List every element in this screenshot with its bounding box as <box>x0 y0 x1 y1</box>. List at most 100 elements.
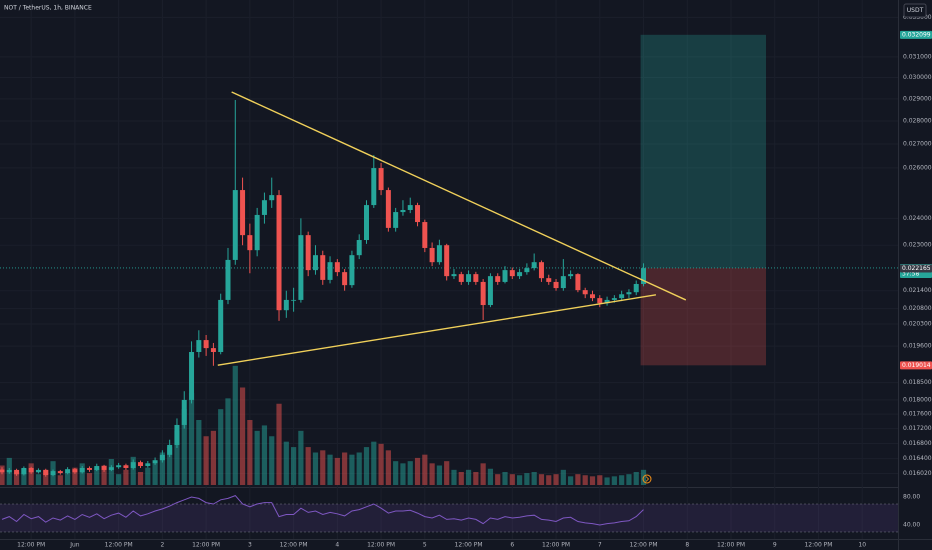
volume-bar <box>342 452 348 485</box>
candle-body <box>130 462 136 468</box>
currency-button[interactable] <box>903 3 927 18</box>
y-tick-label: 0.016800 <box>903 440 932 447</box>
candle-body <box>28 467 34 473</box>
candle-body <box>487 276 493 306</box>
candle-body <box>108 467 114 470</box>
candle-body <box>385 190 391 228</box>
candle-body <box>589 294 595 299</box>
candle-body <box>298 235 304 300</box>
candle-body <box>400 209 406 213</box>
volume-bar <box>94 468 100 485</box>
rsi-tick-label: 40.00 <box>903 521 920 528</box>
rsi-line <box>1 495 644 526</box>
candle-body <box>79 467 85 473</box>
target-zone <box>640 34 766 268</box>
event-icon[interactable] <box>642 474 652 484</box>
candle-body <box>159 454 165 461</box>
candle-body <box>575 274 581 291</box>
candle-body <box>50 471 56 476</box>
stop-zone <box>640 267 766 366</box>
candle-body <box>466 274 472 282</box>
volume-bar <box>0 465 5 485</box>
currency-label[interactable]: USDT <box>907 7 924 14</box>
volume-bar <box>480 463 486 485</box>
volume-bar <box>626 474 632 485</box>
volume-bar <box>356 452 362 485</box>
y-tick-label: 0.017600 <box>903 411 932 418</box>
candle-body <box>174 424 180 445</box>
y-tick-label: 0.019600 <box>903 343 932 350</box>
grid <box>0 0 898 539</box>
volume-bar <box>619 475 625 485</box>
candle-body <box>123 465 129 468</box>
candle-body <box>21 467 27 475</box>
volume-bar <box>283 441 289 485</box>
candle-body <box>0 469 5 473</box>
volume-bar <box>327 454 333 485</box>
volume-bar <box>312 452 319 485</box>
candle-body <box>35 469 41 473</box>
volume-bar <box>65 472 71 485</box>
rsi-band <box>0 504 898 532</box>
candle-body <box>633 283 639 293</box>
candle-body <box>181 399 187 425</box>
candle-body <box>502 270 508 282</box>
x-tick-label: 7 <box>598 542 602 549</box>
volume-bar <box>465 469 472 485</box>
volume-bar <box>218 409 224 485</box>
x-tick-label: 3 <box>248 542 252 549</box>
volume-bar <box>130 456 136 485</box>
candle-body <box>531 262 537 269</box>
volume-bar <box>582 475 588 485</box>
y-tick-label: 0.028000 <box>903 118 932 125</box>
candle-body <box>480 281 486 306</box>
x-tick-label: 9 <box>773 542 777 549</box>
candle-body <box>57 471 63 474</box>
volume-bar <box>393 461 399 485</box>
candle-body <box>422 222 428 248</box>
volume-bar <box>72 467 78 485</box>
y-tick-label: 0.016020 <box>903 470 932 477</box>
y-tick-label: 0.018000 <box>903 396 932 403</box>
candle-body <box>546 278 552 282</box>
volume-bar <box>86 473 93 485</box>
y-tick-label: 0.024000 <box>903 215 932 222</box>
x-tick-label: 5 <box>423 542 427 549</box>
volume-bar <box>400 463 406 485</box>
candle-body <box>43 469 49 476</box>
volume-bar <box>320 450 326 485</box>
volume-bar <box>451 469 457 485</box>
x-tick-label: Jun <box>69 542 80 549</box>
volume-bar <box>458 472 464 485</box>
candle-body <box>444 245 450 277</box>
volume-bar <box>188 392 195 485</box>
candle-body <box>641 268 647 284</box>
candle-body <box>167 444 173 455</box>
stop-price-tag: 0.019014 <box>902 362 931 369</box>
event-icon-glyph <box>645 476 650 482</box>
volume-bar <box>509 474 515 485</box>
candle-body <box>342 272 348 286</box>
volume-bar <box>43 469 49 485</box>
x-tick-label: 12:00 PM <box>280 542 308 549</box>
candle-body <box>65 469 71 474</box>
candle-body <box>560 276 566 289</box>
volume-bar <box>429 463 435 485</box>
candle-body <box>210 348 216 352</box>
volume-bar <box>28 463 34 485</box>
volume-bar <box>232 365 238 485</box>
y-tick-label: 0.016400 <box>903 455 932 462</box>
candle-body <box>407 205 413 210</box>
candle-body <box>619 294 625 299</box>
volume-bar <box>196 420 202 485</box>
candle-body <box>312 255 318 271</box>
y-tick-label: 0.020800 <box>903 305 932 312</box>
volume-bar <box>298 430 304 485</box>
volume-bar <box>203 436 209 485</box>
y-tick-label: 0.021400 <box>903 287 932 294</box>
volume-bar <box>145 467 151 485</box>
y-tick-label: 0.029000 <box>903 95 932 102</box>
volume-bar <box>101 465 107 485</box>
candle-body <box>86 467 92 470</box>
candle-body <box>145 463 151 467</box>
